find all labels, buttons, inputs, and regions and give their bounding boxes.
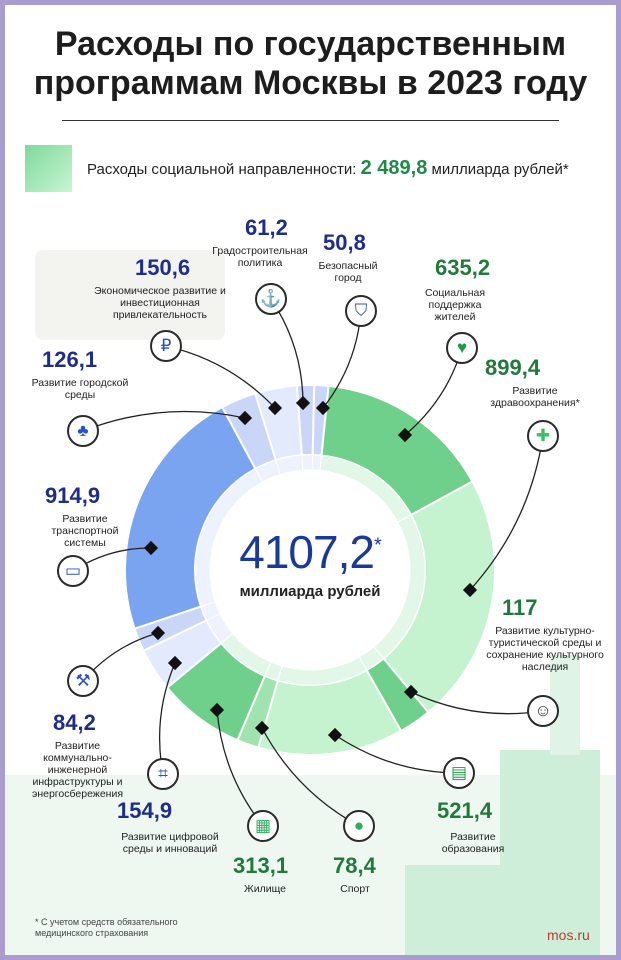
slice-label-3: Развитие здравоохранения* [490, 385, 580, 409]
donut-chart [5, 250, 616, 955]
slice-value-3: 899,4 [485, 355, 541, 380]
leader-dot-4 [403, 684, 419, 700]
slice-value-6: 78,4 [333, 853, 376, 878]
medical-cross-icon: ✚ [527, 420, 559, 452]
slice-label-13: Градостроительная политика [212, 245, 308, 269]
leader-dot-1 [315, 400, 331, 416]
book-icon: ▤ [443, 757, 475, 789]
leader-line-3 [469, 435, 544, 591]
legend-swatch [25, 145, 72, 192]
leader-dot-11 [237, 410, 253, 426]
leader-dot-2 [397, 427, 413, 443]
total-asterisk: * [373, 534, 382, 557]
page-title: Расходы по государственным программам Мо… [5, 25, 616, 103]
slice-label-11: Развитие городской среды [31, 377, 129, 401]
slice-label-8: Развитие цифровой среды и инноваций [121, 831, 219, 855]
legend-label: Расходы социальной направленности: [87, 161, 357, 178]
brand-logo: mos.ru [547, 927, 590, 943]
shield-icon: ⛉ [345, 295, 377, 327]
total-value: 4107,2* [195, 525, 425, 579]
legend-unit: миллиарда рублей* [431, 161, 569, 178]
leader-dot-8 [167, 655, 183, 671]
wrench-icon: ⚒ [67, 665, 99, 697]
footnote: * С учетом средств обязательного медицин… [35, 917, 178, 938]
total-unit: миллиарда рублей [239, 583, 381, 600]
chip-icon: ⌗ [147, 758, 179, 790]
title-line-2: программам Москвы в 2023 году [33, 64, 588, 102]
slice-label-6: Спорт [340, 883, 370, 895]
tree-icon: ♣ [67, 415, 99, 447]
leader-dot-9 [150, 625, 166, 641]
slice-value-12: 150,6 [135, 255, 191, 280]
slice-value-10: 914,9 [45, 483, 101, 508]
leader-dot-12 [267, 400, 283, 416]
slice-label-4: Развитие культурно-туристической среды и… [486, 625, 604, 673]
ball-icon: ● [343, 810, 375, 842]
divider [62, 120, 559, 121]
leader-dot-5 [327, 727, 343, 743]
slice-value-4: 117 [502, 595, 538, 620]
slice-label-1: Безопасный город [318, 260, 378, 284]
donut-hole [210, 470, 410, 670]
slice-label-9: Развитие коммунально-инженерной инфрастр… [31, 740, 124, 800]
slice-value-8: 154,9 [117, 798, 173, 823]
leader-dot-6 [254, 720, 270, 736]
total-number: 4107,2 [239, 526, 375, 578]
legend-entry: Расходы социальной направленности: 2 489… [87, 157, 569, 180]
building-icon: ▦ [247, 810, 279, 842]
theater-masks-icon: ☺ [527, 695, 559, 727]
slice-value-2: 635,2 [435, 255, 491, 280]
background-people [35, 250, 225, 340]
slice-value-11: 126,1 [42, 347, 98, 372]
slice-value-1: 50,8 [323, 230, 366, 255]
slice-value-13: 61,2 [245, 215, 288, 240]
crane-hook-icon: ⚓ [255, 283, 287, 315]
ruble-icon: ₽ [150, 330, 182, 362]
ticket-icon: ▭ [57, 555, 89, 587]
heart-icon: ♥ [446, 332, 478, 364]
slice-label-5: Развитие образования [441, 831, 505, 855]
leader-line-11 [82, 410, 246, 432]
slice-inner-band-13 [301, 454, 314, 471]
background-portico [405, 865, 500, 955]
slice-value-7: 313,1 [233, 853, 289, 878]
slice-label-12: Экономическое развитие и инвестиционная … [94, 285, 226, 321]
legend-value: 2 489,8 [360, 157, 428, 179]
leader-dot-3 [462, 582, 478, 598]
slice-label-7: Жилище [244, 883, 286, 895]
infographic-card: Расходы по государственным программам Мо… [5, 5, 616, 955]
title-line-1: Расходы по государственным [54, 25, 567, 63]
slice-value-5: 521,4 [437, 798, 493, 823]
slice-label-10: Развитие транспортной системы [51, 513, 119, 549]
leader-dot-13 [295, 395, 311, 411]
slice-label-2: Социальная поддержка жителей [424, 287, 486, 323]
slice-value-9: 84,2 [53, 710, 96, 735]
background-building [500, 750, 600, 955]
leader-dot-10 [143, 540, 159, 556]
leader-dot-7 [209, 702, 225, 718]
